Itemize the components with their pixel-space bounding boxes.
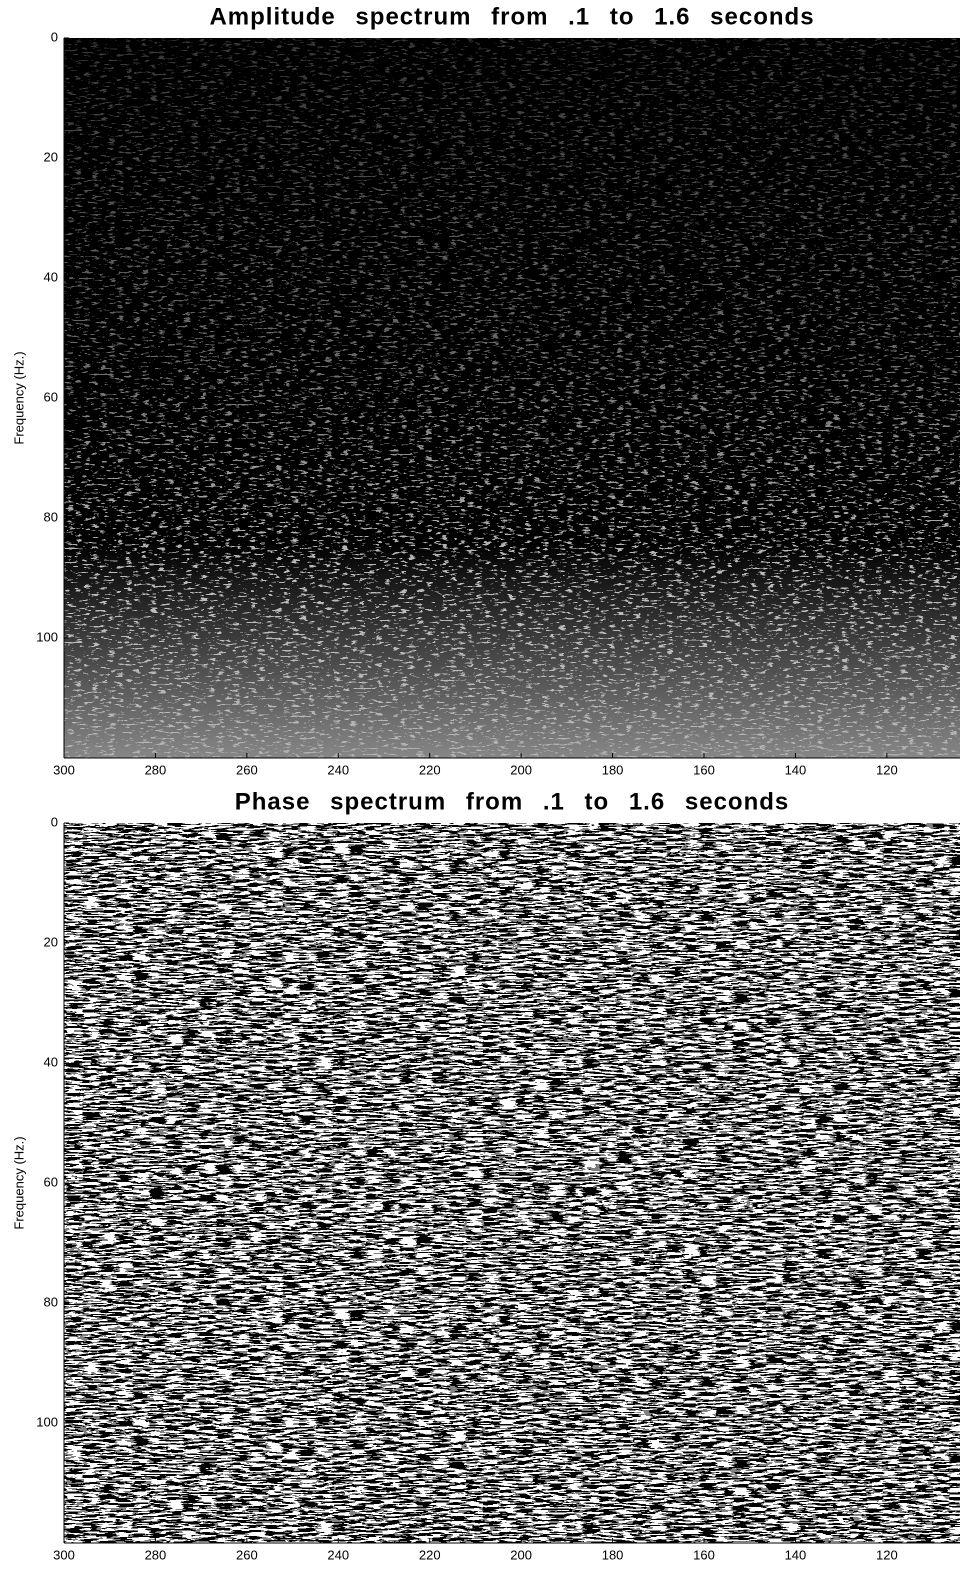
panel: Amplitude spectrum from .1 to 1.6 second… <box>11 3 960 777</box>
x-tick-label: 280 <box>145 762 167 777</box>
x-tick-label: 240 <box>327 1547 349 1562</box>
x-tick-label: 260 <box>236 1547 258 1562</box>
x-tick-label: 120 <box>876 762 898 777</box>
x-tick-label: 300 <box>53 762 75 777</box>
x-tick-label: 260 <box>236 762 258 777</box>
y-tick-label: 80 <box>44 1294 58 1309</box>
y-tick-label: 40 <box>44 1054 58 1069</box>
spectrum-floor <box>64 38 960 758</box>
x-tick-label: 220 <box>419 762 441 777</box>
x-tick-label: 200 <box>510 762 532 777</box>
y-tick-label: 60 <box>44 1174 58 1189</box>
x-tick-label: 180 <box>602 1547 624 1562</box>
y-tick-label: 0 <box>51 29 58 44</box>
x-tick-label: 160 <box>693 1547 715 1562</box>
x-tick-label: 140 <box>785 762 807 777</box>
y-tick-label: 80 <box>44 509 58 524</box>
x-tick-label: 140 <box>785 1547 807 1562</box>
x-tick-label: 220 <box>419 1547 441 1562</box>
x-tick-label: 120 <box>876 1547 898 1562</box>
y-tick-label: 100 <box>36 629 58 644</box>
y-axis-label: Frequency (Hz.) <box>11 1136 26 1229</box>
figure: Amplitude spectrum from .1 to 1.6 second… <box>0 0 964 1574</box>
page: Amplitude spectrum from .1 to 1.6 second… <box>0 0 964 1574</box>
x-tick-label: 160 <box>693 762 715 777</box>
y-axis-label: Frequency (Hz.) <box>11 351 26 444</box>
panel: Phase spectrum from .1 to 1.6 seconds Fre… <box>11 788 960 1562</box>
x-tick-label: 240 <box>327 762 349 777</box>
y-tick-label: 0 <box>51 814 58 829</box>
y-tick-label: 20 <box>44 149 58 164</box>
y-tick-label: 20 <box>44 934 58 949</box>
x-tick-label: 300 <box>53 1547 75 1562</box>
x-tick-label: 200 <box>510 1547 532 1562</box>
y-tick-label: 60 <box>44 389 58 404</box>
chart-title: Phase spectrum from .1 to 1.6 seconds <box>235 788 790 815</box>
x-tick-label: 280 <box>145 1547 167 1562</box>
spectrum-texture <box>64 823 960 1543</box>
y-tick-label: 40 <box>44 269 58 284</box>
x-tick-label: 180 <box>602 762 624 777</box>
y-tick-label: 100 <box>36 1414 58 1429</box>
chart-title: Amplitude spectrum from .1 to 1.6 second… <box>209 3 814 30</box>
